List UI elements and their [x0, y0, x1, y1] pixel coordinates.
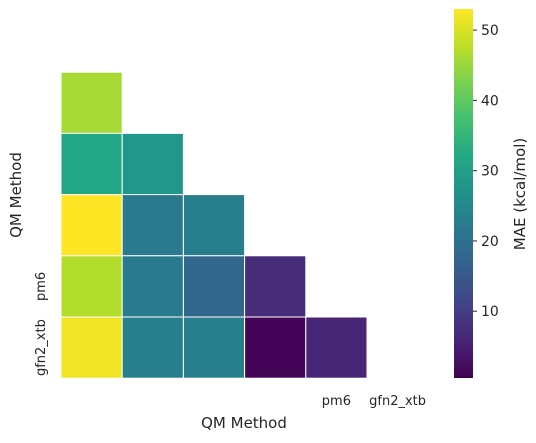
x-tick-labels: pm6 gfn2_xtb: [322, 394, 426, 409]
colorbar-tick-label: 10: [481, 304, 499, 320]
x-tick-label: gfn2_xtb: [369, 394, 426, 409]
colorbar-ticks: 10 20 30 40 50: [473, 23, 499, 320]
colorbar-tick-label: 50: [481, 23, 499, 39]
heatmap-cell: [182, 316, 246, 379]
heatmap-cells: [60, 71, 368, 379]
heatmap-cell: [60, 194, 123, 257]
y-tick-labels: pm6 gfn2_xtb: [34, 272, 49, 376]
colorbar-tick-label: 40: [481, 93, 499, 109]
colorbar-tick-label: 30: [481, 164, 499, 180]
heatmap-cell: [121, 132, 184, 196]
heatmap-cell: [60, 71, 123, 134]
heatmap-cell: [60, 316, 123, 379]
heatmap-cell: [121, 316, 184, 379]
heatmap-cell: [121, 255, 184, 318]
heatmap-cell: [244, 255, 307, 318]
colorbar-tick-label: 20: [481, 234, 499, 250]
x-axis-label: QM Method: [201, 414, 287, 432]
y-axis-label: QM Method: [7, 152, 25, 238]
heatmap-cell: [60, 132, 123, 196]
heatmap-cell: [244, 316, 307, 379]
colorbar-label: MAE (kcal/mol): [511, 138, 529, 250]
heatmap-cell: [182, 194, 246, 257]
heatmap-cell: [60, 255, 123, 318]
y-tick-label: pm6: [34, 272, 49, 301]
heatmap-cell: [121, 194, 184, 257]
heatmap-cell: [305, 316, 368, 379]
heatmap-cell: [182, 255, 246, 318]
colorbar: [454, 9, 473, 378]
x-tick-label: pm6: [322, 394, 351, 409]
y-tick-label: gfn2_xtb: [34, 319, 49, 376]
